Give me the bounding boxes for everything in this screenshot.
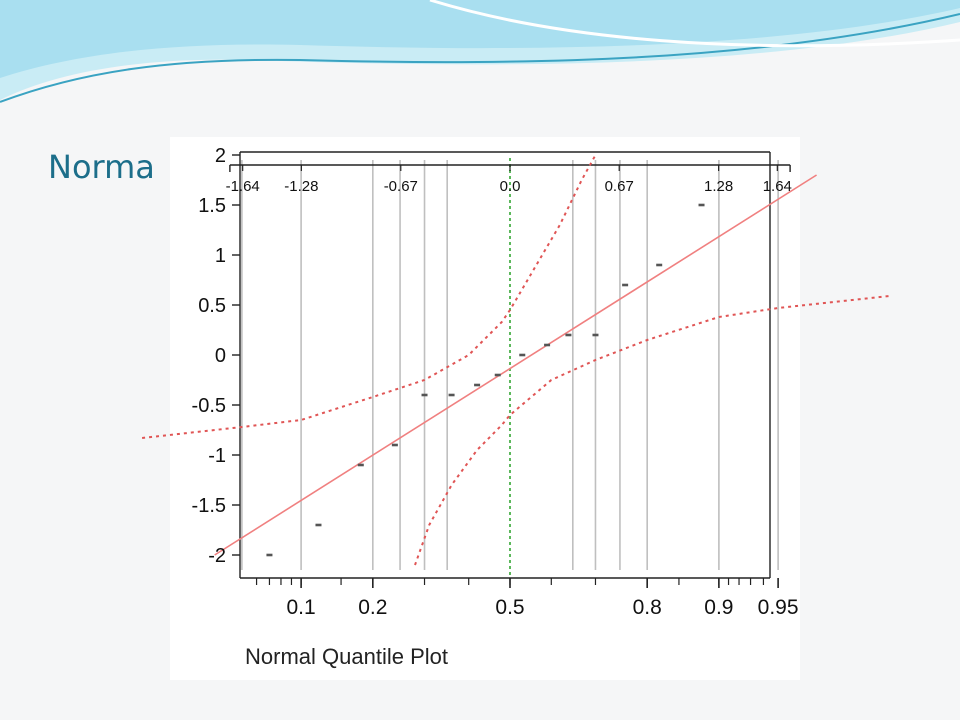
top-quantile-label: -0.67 [384,178,418,195]
y-tick-label: 1.5 [198,195,226,217]
data-point [391,443,398,447]
x-axis-title: Normal Quantile Plot [245,644,448,669]
data-points [266,203,705,557]
top-quantile-label: -1.28 [284,178,318,195]
y-tick-label: -0.5 [192,395,226,417]
y-tick-label: 2 [215,145,226,167]
top-quantile-label: 0.0 [500,178,521,195]
data-point [494,373,501,377]
data-point [656,263,663,267]
y-tick-label: 0 [215,345,226,367]
tick-labels: 2 1.5 1 0.5 0 -0.5 -1 -1.5 -2 -1.64 -1.28 -0.67 0.0 0… [192,145,799,619]
data-point [315,523,322,527]
confidence-bands [141,154,890,566]
y-tick-label: 0.5 [198,295,226,317]
x-tick-label: 0.8 [633,596,662,619]
x-tick-label: 0.1 [287,596,316,619]
header-wave-stroke [0,13,960,103]
x-tick-label: 0.5 [495,596,524,619]
slide-title: Norma [48,148,155,186]
data-point [622,283,629,287]
data-point [357,463,364,467]
data-point [266,553,273,557]
x-tick-label: 0.95 [758,596,799,619]
data-point [565,333,572,337]
data-point [421,393,428,397]
y-tick-label: -2 [208,545,226,567]
data-point [698,203,705,207]
top-quantile-label: -1.64 [226,178,260,195]
axes [229,151,791,588]
top-quantile-label: 0.67 [605,178,634,195]
data-point [448,393,455,397]
x-tick-label: 0.9 [704,596,733,619]
header-wave-stroke-2 [429,0,960,48]
data-point [474,383,481,387]
grid-lines [241,158,779,578]
data-point [544,343,551,347]
y-tick-label: -1 [208,445,226,467]
y-tick-label: 1 [215,245,226,267]
plot-panel [170,137,800,680]
x-tick-label: 0.2 [358,596,387,619]
header-wave-mid [0,0,960,78]
data-point [592,333,599,337]
top-quantile-label: 1.64 [763,178,792,195]
data-point [519,353,526,357]
y-tick-label: -1.5 [192,495,226,517]
top-quantile-label: 1.28 [704,178,733,195]
fit-line [214,174,817,556]
